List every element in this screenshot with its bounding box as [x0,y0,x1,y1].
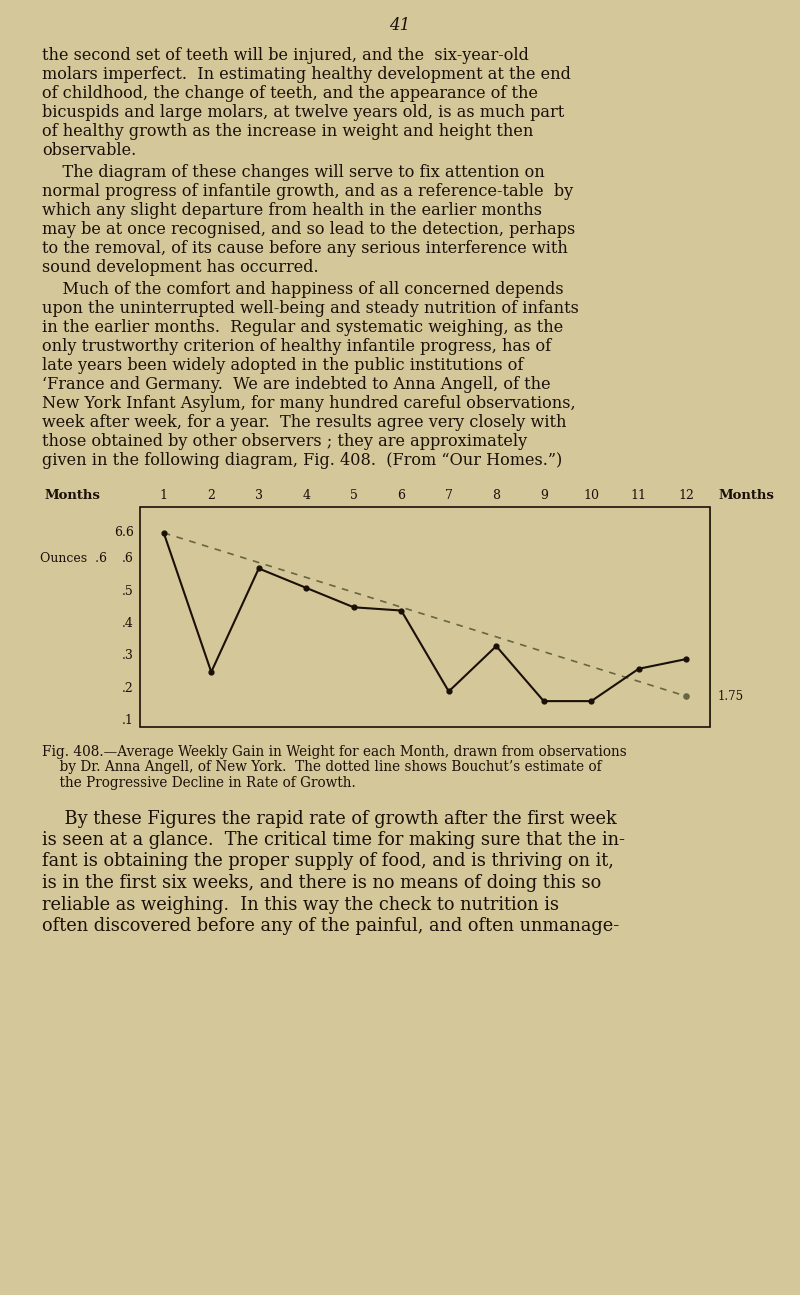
Text: is in the first six weeks, and there is no means of doing this so: is in the first six weeks, and there is … [42,874,602,892]
Point [347,597,360,618]
Text: .5: .5 [122,584,134,597]
Text: 3: 3 [254,490,262,502]
Point [490,636,502,657]
Text: to the removal, of its cause before any serious interference with: to the removal, of its cause before any … [42,240,568,256]
Text: by Dr. Anna Angell, of New York.  The dotted line shows Bouchut’s estimate of: by Dr. Anna Angell, of New York. The dot… [42,760,602,774]
Text: those obtained by other observers ; they are approximately: those obtained by other observers ; they… [42,433,527,449]
Text: .3: .3 [122,649,134,662]
Point [252,558,265,579]
Text: Months: Months [718,490,774,502]
Text: 11: 11 [630,490,646,502]
Text: 8: 8 [492,490,500,502]
Text: the second set of teeth will be injured, and the  six-year-old: the second set of teeth will be injured,… [42,47,529,63]
Text: By these Figures the rapid rate of growth after the first week: By these Figures the rapid rate of growt… [42,809,617,828]
Text: reliable as weighing.  In this way the check to nutrition is: reliable as weighing. In this way the ch… [42,896,559,913]
Point [632,658,645,679]
Text: of childhood, the change of teeth, and the appearance of the: of childhood, the change of teeth, and t… [42,85,538,102]
Text: bicuspids and large molars, at twelve years old, is as much part: bicuspids and large molars, at twelve ye… [42,104,564,120]
Text: .2: .2 [122,681,134,694]
Text: Fig. 408.—Average Weekly Gain in Weight for each Month, drawn from observations: Fig. 408.—Average Weekly Gain in Weight … [42,745,626,759]
Text: normal progress of infantile growth, and as a reference-table  by: normal progress of infantile growth, and… [42,183,574,199]
Text: is seen at a glance.  The critical time for making sure that the in-: is seen at a glance. The critical time f… [42,831,625,850]
Text: 6.6: 6.6 [114,526,134,540]
Text: 5: 5 [350,490,358,502]
Text: 2: 2 [207,490,215,502]
Text: 9: 9 [540,490,548,502]
Point [205,662,218,682]
Text: .6: .6 [122,552,134,565]
Text: .1: .1 [122,714,134,726]
Text: 6: 6 [398,490,406,502]
Text: Much of the comfort and happiness of all concerned depends: Much of the comfort and happiness of all… [42,281,564,298]
Text: may be at once recognised, and so lead to the detection, perhaps: may be at once recognised, and so lead t… [42,221,575,238]
Text: given in the following diagram, Fig. 408.  (From “Our Homes.”): given in the following diagram, Fig. 408… [42,452,562,469]
Text: only trustworthy criterion of healthy infantile progress, has of: only trustworthy criterion of healthy in… [42,338,551,355]
Text: New York Infant Asylum, for many hundred careful observations,: New York Infant Asylum, for many hundred… [42,395,576,412]
Text: Ounces  .6: Ounces .6 [40,552,107,565]
Text: 4: 4 [302,490,310,502]
Text: week after week, for a year.  The results agree very closely with: week after week, for a year. The results… [42,414,566,431]
Text: 1.75: 1.75 [718,690,744,703]
Text: which any slight departure from health in the earlier months: which any slight departure from health i… [42,202,542,219]
Point [680,649,693,670]
Bar [140,508,710,726]
Text: often discovered before any of the painful, and often unmanage-: often discovered before any of the painf… [42,917,619,935]
Text: fant is obtaining the proper supply of food, and is thriving on it,: fant is obtaining the proper supply of f… [42,852,614,870]
Text: late years been widely adopted in the public institutions of: late years been widely adopted in the pu… [42,357,523,374]
Point [538,690,550,711]
Point [300,578,313,598]
Point [680,686,693,707]
Text: in the earlier months.  Regular and systematic weighing, as the: in the earlier months. Regular and syste… [42,319,563,335]
Text: the Progressive Decline in Rate of Growth.: the Progressive Decline in Rate of Growt… [42,776,356,790]
Text: 1: 1 [160,490,168,502]
Text: The diagram of these changes will serve to fix attention on: The diagram of these changes will serve … [42,164,545,181]
Text: 10: 10 [583,490,599,502]
Text: ‘France and Germany.  We are indebted to Anna Angell, of the: ‘France and Germany. We are indebted to … [42,376,550,392]
Point [442,681,455,702]
Text: 41: 41 [390,17,410,34]
Point [158,522,170,543]
Text: 7: 7 [445,490,453,502]
Text: Months: Months [44,490,100,502]
Text: 12: 12 [678,490,694,502]
Text: observable.: observable. [42,142,136,159]
Text: upon the uninterrupted well-being and steady nutrition of infants: upon the uninterrupted well-being and st… [42,300,579,317]
Text: .4: .4 [122,616,134,629]
Text: of healthy growth as the increase in weight and height then: of healthy growth as the increase in wei… [42,123,534,140]
Text: molars imperfect.  In estimating healthy development at the end: molars imperfect. In estimating healthy … [42,66,571,83]
Text: sound development has occurred.: sound development has occurred. [42,259,318,276]
Point [585,690,598,711]
Point [395,600,408,620]
